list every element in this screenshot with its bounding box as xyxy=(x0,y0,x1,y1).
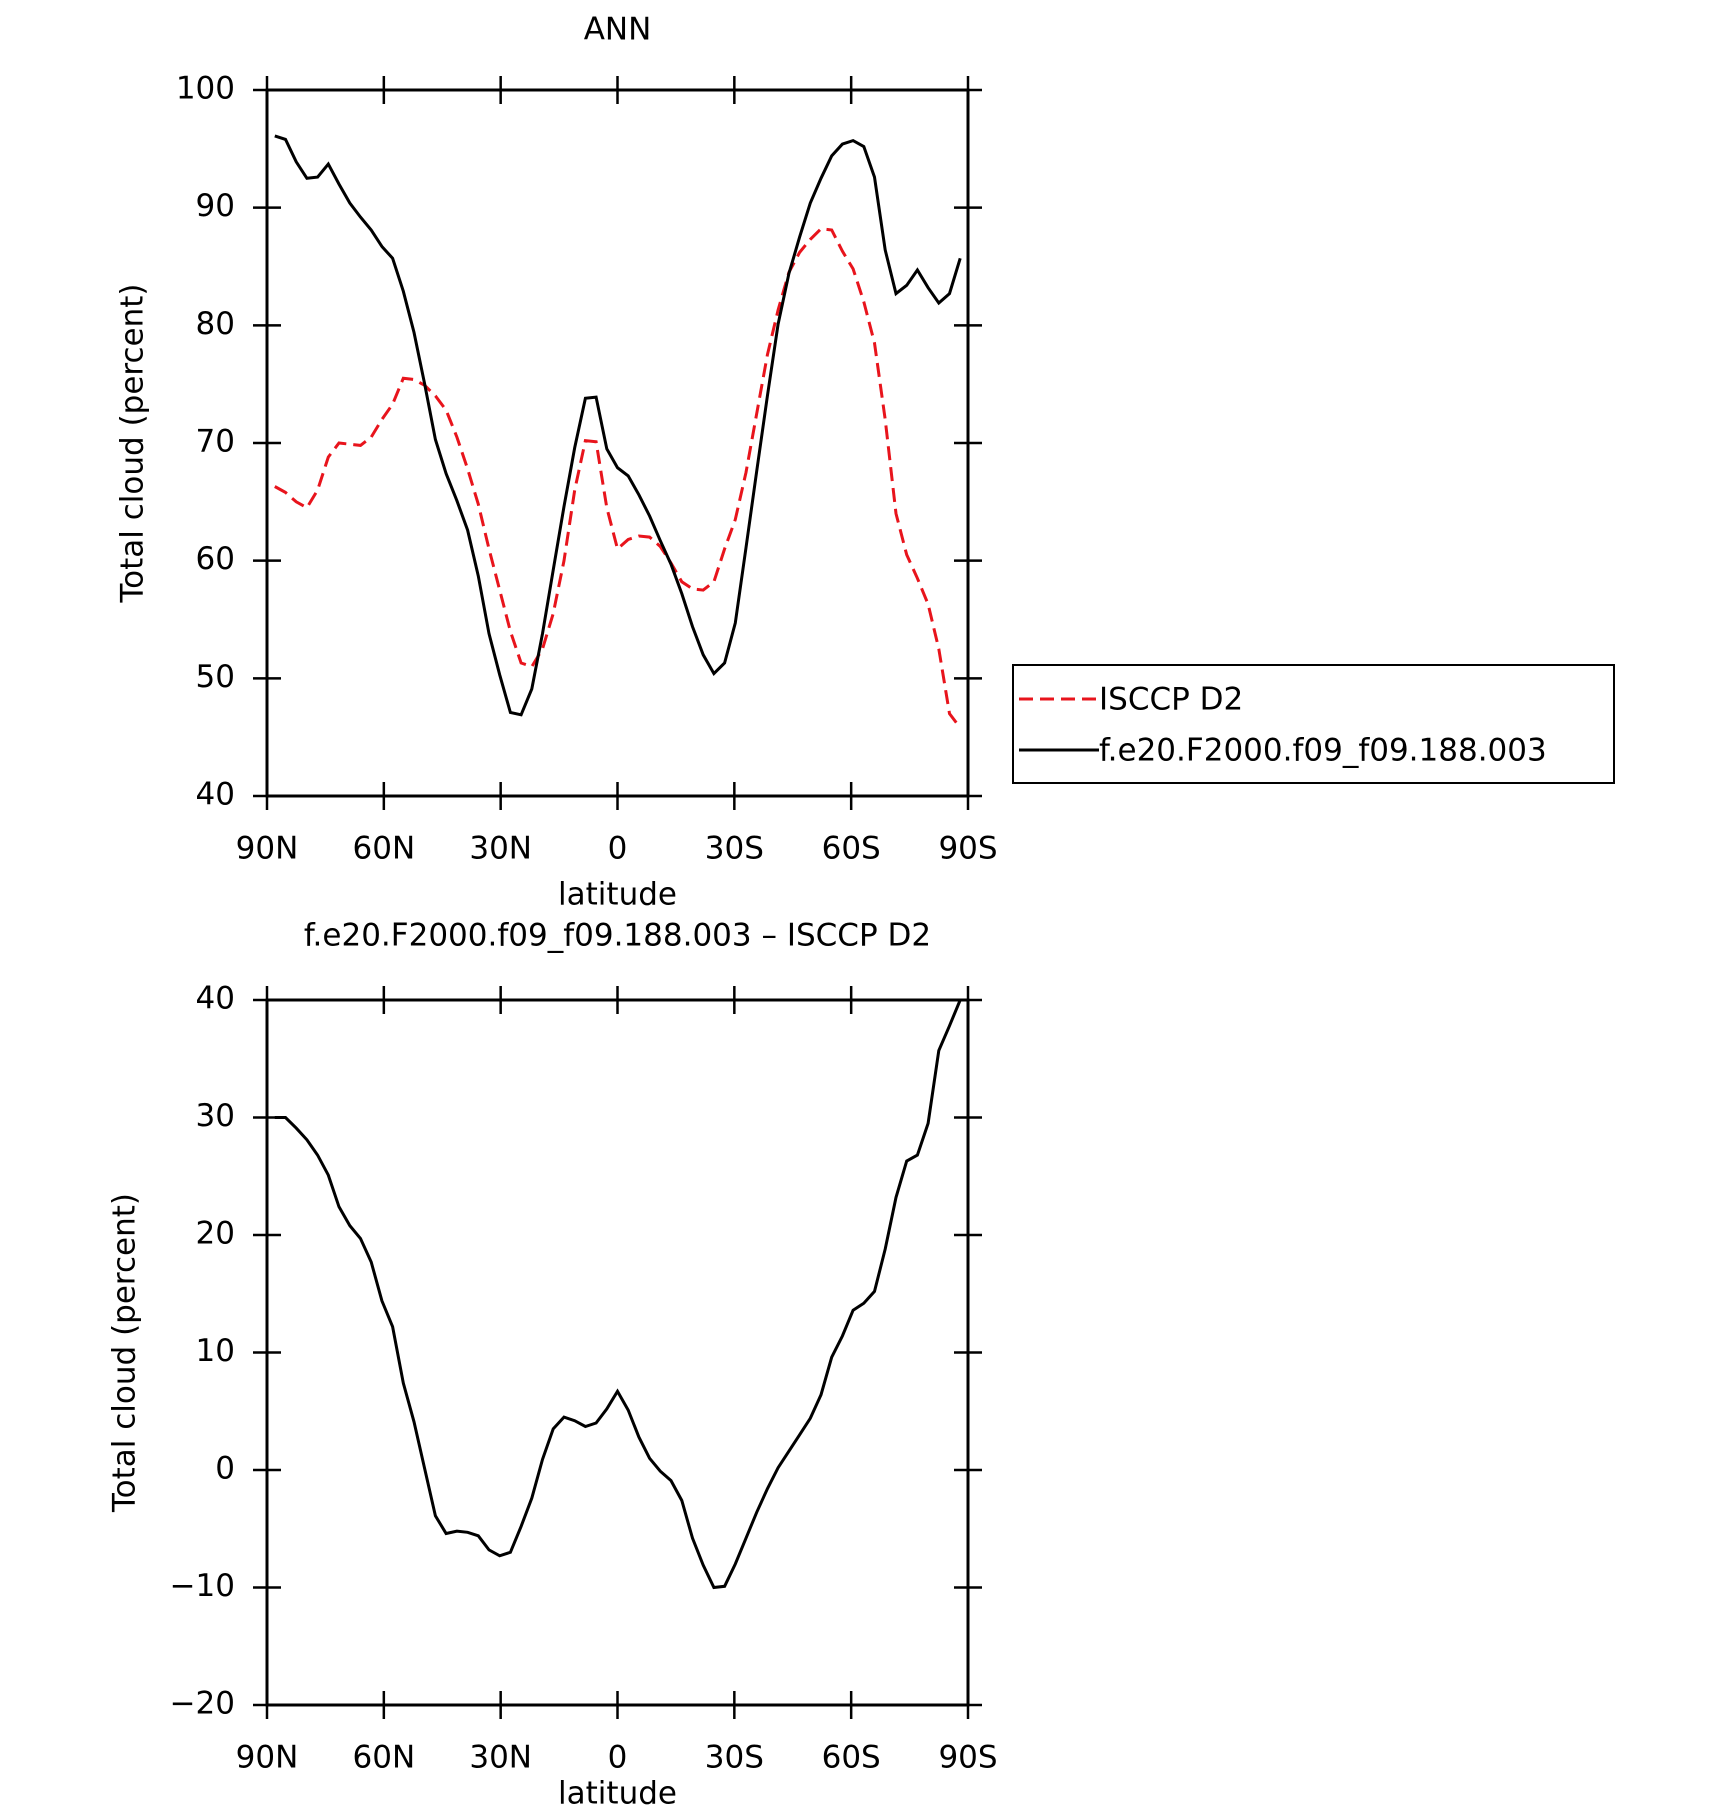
x-tick-label: 60S xyxy=(822,1740,881,1776)
x-tick-label: 0 xyxy=(608,1740,628,1776)
x-axis-label: latitude xyxy=(558,1776,677,1811)
series-line xyxy=(274,227,962,729)
y-axis-label: Total cloud (percent) xyxy=(115,284,151,604)
y-tick-label: 90 xyxy=(196,188,235,224)
x-tick-label: 30N xyxy=(469,831,532,867)
legend-box xyxy=(1012,664,1615,784)
x-tick-label: 60N xyxy=(353,831,416,867)
y-tick-label: 10 xyxy=(196,1333,235,1369)
y-tick-label: 40 xyxy=(196,981,235,1017)
x-tick-label: 60S xyxy=(822,831,881,867)
y-tick-label: −20 xyxy=(170,1686,235,1722)
y-tick-label: 30 xyxy=(196,1098,235,1134)
y-tick-label: −10 xyxy=(170,1568,235,1604)
x-tick-label: 30S xyxy=(705,831,764,867)
y-tick-label: 60 xyxy=(196,541,235,577)
series-line xyxy=(274,134,962,717)
y-tick-label: 0 xyxy=(215,1451,235,1487)
x-tick-label: 30N xyxy=(469,1740,532,1776)
series-line xyxy=(274,999,962,1590)
legend-label: f.e20.F2000.f09_f09.188.003 xyxy=(1099,733,1547,769)
x-tick-label: 90N xyxy=(236,1740,299,1776)
y-tick-label: 70 xyxy=(196,424,235,460)
x-tick-label: 0 xyxy=(608,831,628,867)
y-tick-label: 50 xyxy=(196,659,235,695)
x-axis-label: latitude xyxy=(558,877,677,913)
y-tick-label: 40 xyxy=(196,777,235,813)
x-tick-label: 30S xyxy=(705,1740,764,1776)
x-tick-label: 90S xyxy=(938,1740,997,1776)
y-tick-label: 20 xyxy=(196,1216,235,1252)
plot-frame xyxy=(265,88,970,798)
x-tick-label: 60N xyxy=(353,1740,416,1776)
plot-frame xyxy=(265,998,970,1707)
y-tick-label: 100 xyxy=(176,71,235,107)
chart-title: ANN xyxy=(584,12,652,48)
chart-title: f.e20.F2000.f09_f09.188.003 – ISCCP D2 xyxy=(304,918,931,954)
x-tick-label: 90S xyxy=(938,831,997,867)
y-tick-label: 80 xyxy=(196,306,235,342)
x-tick-label: 90N xyxy=(236,831,299,867)
y-axis-label: Total cloud (percent) xyxy=(107,1193,143,1513)
legend-label: ISCCP D2 xyxy=(1099,682,1243,718)
